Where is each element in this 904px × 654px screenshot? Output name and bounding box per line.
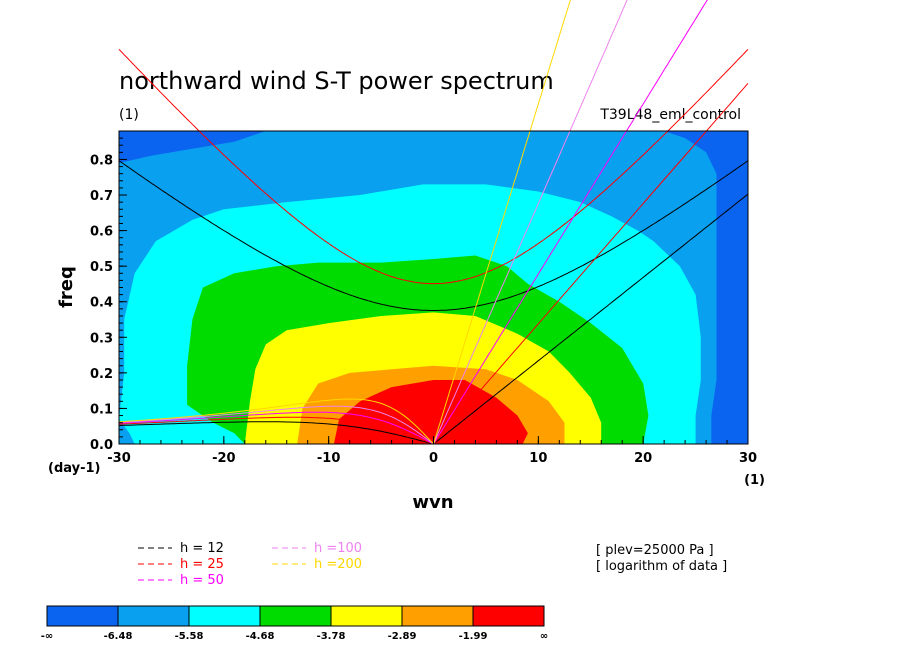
legend-label-h12: h = 12 xyxy=(180,541,224,556)
chart-title: northward wind S-T power spectrum xyxy=(119,67,554,95)
colorbar-swatch-6 xyxy=(401,605,474,627)
y-tick-label: 0.3 xyxy=(90,331,113,346)
colorbar-swatch-2 xyxy=(117,605,190,627)
rossby-curve-h50 xyxy=(118,411,434,445)
y-axis-ticks: 0.0 0.1 0.2 0.3 0.4 0.5 0.6 0.7 0.8 xyxy=(90,137,127,453)
kelvin-curve-h25 xyxy=(433,82,749,445)
chart-subtitle: (1) xyxy=(119,107,139,123)
run-label: T39L48_eml_control xyxy=(599,107,741,123)
rossby-curve-h100 xyxy=(118,405,434,445)
colorbar-level-label: ∞ xyxy=(540,631,548,642)
colorbar-level-label: -4.68 xyxy=(246,631,275,642)
y-axis-label: freq xyxy=(56,266,77,308)
rossby-curve-h25 xyxy=(118,416,434,445)
colorbar-swatch-5 xyxy=(330,605,403,627)
y-tick-label: 0.4 xyxy=(90,296,113,311)
colorbar-level-label: -3.78 xyxy=(317,631,346,642)
y-tick-label: 0.0 xyxy=(90,438,113,453)
colorbar-swatch-3 xyxy=(188,605,261,627)
y-tick-label: 0.1 xyxy=(90,402,113,417)
dispersion-curve-layer xyxy=(118,0,749,445)
x-tick-label: -20 xyxy=(212,451,236,466)
kelvin-curve-h12 xyxy=(433,193,749,445)
x-tick-label: -30 xyxy=(107,451,131,466)
colorbar-swatch-1 xyxy=(46,605,119,627)
note-logarithm: [ logarithm of data ] xyxy=(596,559,727,574)
y-tick-label: 0.8 xyxy=(90,153,113,168)
x-axis-label: wvn xyxy=(412,492,453,513)
colorbar-swatch-7 xyxy=(472,605,545,627)
y-tick-label: 0.6 xyxy=(90,225,113,240)
legend-label-h25: h = 25 xyxy=(180,557,224,572)
colorbar-level-label: -2.89 xyxy=(388,631,417,642)
rossby-curve-h12 xyxy=(118,421,434,445)
x-tick-label: -10 xyxy=(317,451,341,466)
x-tick-label: 0 xyxy=(429,451,438,466)
y-tick-label: 0.5 xyxy=(90,260,113,275)
colorbar: -∞ -6.48 -5.58 -4.68 -3.78 -2.89 -1.99 ∞ xyxy=(41,605,548,642)
kelvin-curve-h100 xyxy=(433,0,628,445)
rossby-curve-h200 xyxy=(118,398,434,445)
x-tick-label: 30 xyxy=(739,451,757,466)
y-tick-label: 0.7 xyxy=(90,189,113,204)
inertio-gravity-curve-h12 xyxy=(118,160,749,311)
y-tick-label: 0.2 xyxy=(90,367,113,382)
x-unit-label: (1) xyxy=(744,473,765,488)
note-plev: [ plev=25000 Pa ] xyxy=(596,543,714,558)
colorbar-level-label: -5.58 xyxy=(175,631,204,642)
x-tick-label: 20 xyxy=(634,451,652,466)
contour-region-6 xyxy=(333,380,528,444)
y-unit-label: (day-1) xyxy=(48,461,100,476)
colorbar-level-label: -6.48 xyxy=(104,631,133,642)
legend-label-h100: h =100 xyxy=(314,541,362,556)
kelvin-curve-h50 xyxy=(433,0,708,445)
contour-fill-layer xyxy=(119,131,717,444)
colorbar-level-label: -∞ xyxy=(41,631,53,642)
colorbar-level-label: -1.99 xyxy=(459,631,488,642)
legend-label-h200: h =200 xyxy=(314,557,362,572)
inertio-gravity-curve-h25 xyxy=(118,48,749,285)
x-axis-ticks: -30 -20 -10 0 10 20 30 xyxy=(107,436,757,466)
x-tick-label: 10 xyxy=(529,451,547,466)
legend-label-h50: h = 50 xyxy=(180,573,224,588)
kelvin-curve-h200 xyxy=(433,0,571,445)
colorbar-swatch-4 xyxy=(259,605,332,627)
